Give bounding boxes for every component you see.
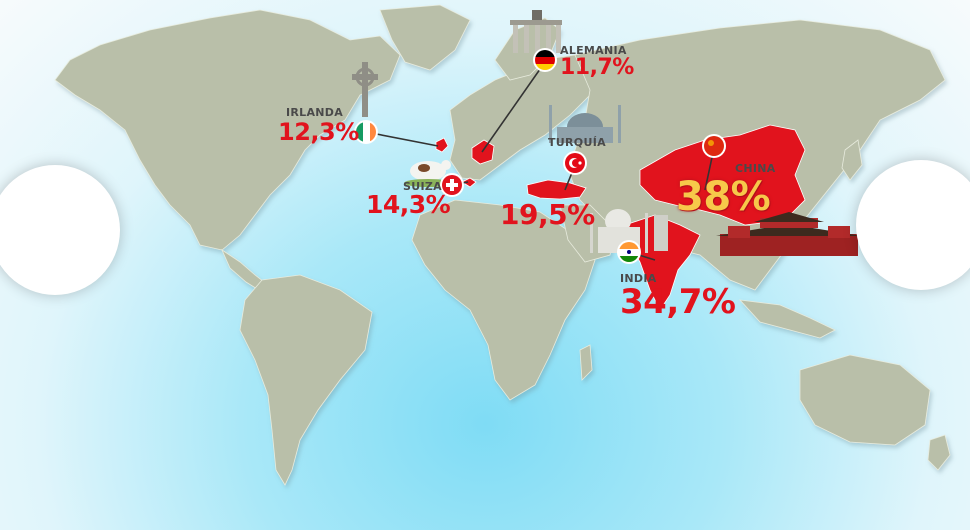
new-zealand-landmass [928,435,950,470]
india-flag-icon [617,240,641,264]
south-america-landmass [240,275,372,485]
turquia-value: 19,5% [500,198,595,231]
suiza-value: 14,3% [366,190,450,219]
china-value: 38% [676,174,770,220]
china-flag-icon [702,134,726,158]
southeast-asia-islands [740,300,835,338]
alemania-value: 11,7% [560,55,634,80]
turquia-label: TURQUÍA [548,136,606,149]
madagascar-landmass [580,345,592,380]
turkey-flag-icon [563,151,587,175]
ireland-highlight [436,138,448,152]
irlanda-value: 12,3% [278,118,359,146]
germany-flag-icon [533,48,557,72]
india-value: 34,7% [620,282,735,322]
australia-landmass [800,355,930,445]
